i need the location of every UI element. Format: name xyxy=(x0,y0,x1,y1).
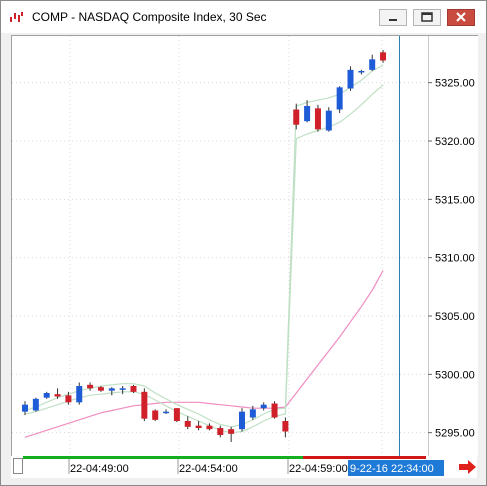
close-button[interactable] xyxy=(447,9,475,26)
band-upper-line xyxy=(24,64,384,428)
y-tick-label: 5320.00 xyxy=(435,136,475,148)
candle-body xyxy=(163,411,170,414)
y-tick-label: 5300.00 xyxy=(435,369,475,381)
slow-moving-average-line xyxy=(24,270,384,438)
y-tick-label: 5310.00 xyxy=(435,253,475,265)
candle-body xyxy=(195,425,202,428)
scroll-start-box[interactable] xyxy=(13,458,23,474)
candle-body xyxy=(249,409,256,418)
candle-body xyxy=(32,398,39,411)
candle-body xyxy=(76,386,83,403)
scroll-right-arrow-icon[interactable] xyxy=(458,459,478,475)
candle-body xyxy=(130,386,137,392)
candle-body xyxy=(65,395,72,403)
timebar-green-segment xyxy=(23,456,303,459)
candle-body xyxy=(336,87,343,110)
candle-body xyxy=(43,393,50,398)
candle-body xyxy=(271,403,278,418)
minimize-button[interactable] xyxy=(379,9,407,26)
candle-body xyxy=(228,429,235,434)
maximize-button[interactable] xyxy=(413,9,441,26)
cursor-time-label: 9-22-16 22:34:00 xyxy=(350,463,434,475)
y-tick-label: 5315.00 xyxy=(435,194,475,206)
candle-body xyxy=(97,387,104,391)
minimize-icon xyxy=(389,19,397,21)
time-axis-bar[interactable]: 22-04:49:00 22-04:54:00 22-04:59:00 9-22-16… xyxy=(11,456,477,478)
candle-body xyxy=(260,404,267,409)
chart-area[interactable]: 5295.00 5300.00 5305.00 5310.00 5315.00 5320.… xyxy=(11,35,478,456)
y-tick-label: 5305.00 xyxy=(435,311,475,323)
candle-body xyxy=(108,388,115,391)
candle-body xyxy=(304,106,311,122)
candle-body xyxy=(347,69,354,89)
y-tick-label: 5295.00 xyxy=(435,428,475,440)
maximize-icon xyxy=(421,12,433,22)
candle-body xyxy=(173,408,180,421)
window-title: COMP - NASDAQ Composite Index, 30 Sec xyxy=(32,10,267,24)
candle-body xyxy=(22,404,28,412)
timebar-red-segment xyxy=(303,456,426,459)
candle-body xyxy=(217,428,224,435)
candle-body xyxy=(380,52,387,61)
candle-body xyxy=(184,421,191,427)
time-axis: 22-04:49:00 22-04:54:00 22-04:59:00 9-22-16… xyxy=(23,456,444,476)
candle-body xyxy=(314,108,321,130)
candle-body xyxy=(358,71,365,73)
candlestick-chart[interactable]: 5295.00 5300.00 5305.00 5310.00 5315.00 5320.… xyxy=(12,36,478,456)
candle-body xyxy=(282,421,289,432)
candle-body xyxy=(152,410,159,420)
x-tick-label: 22-04:49:00 xyxy=(70,463,129,475)
x-tick-label: 22-04:59:00 xyxy=(289,463,348,475)
candle-body xyxy=(369,59,376,70)
x-tick-label: 22-04:54:00 xyxy=(179,463,238,475)
candle-body xyxy=(141,391,148,419)
chart-app-icon xyxy=(10,12,23,22)
candle-body xyxy=(325,110,332,131)
cursor-time-label-bg xyxy=(348,460,444,476)
band-lower-line xyxy=(24,84,384,434)
candle-body xyxy=(54,394,61,397)
close-icon xyxy=(456,12,466,22)
candle-body xyxy=(87,384,94,389)
candle-body xyxy=(119,388,126,390)
y-tick-label: 5325.00 xyxy=(435,78,475,90)
candle-body xyxy=(239,411,245,430)
candle-body xyxy=(206,425,213,430)
title-bar[interactable]: COMP - NASDAQ Composite Index, 30 Sec xyxy=(1,1,486,33)
candle-body xyxy=(293,109,300,125)
